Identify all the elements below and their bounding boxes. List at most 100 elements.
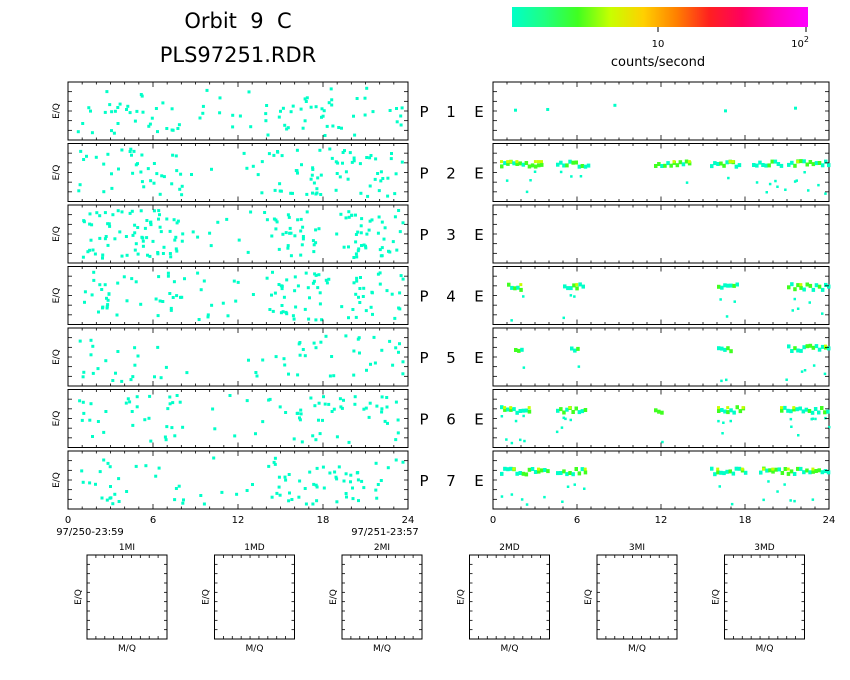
right-band-cell	[518, 471, 522, 475]
left-data-cell	[349, 480, 352, 484]
left-data-cell	[272, 460, 276, 464]
left-data-cell	[96, 420, 100, 423]
left-data-cell	[198, 116, 202, 120]
row-label-e: E	[474, 472, 483, 490]
right-band-cell	[737, 466, 742, 471]
row-label-number: 7	[446, 472, 456, 490]
left-panel-P2: E/Q	[52, 143, 409, 202]
left-data-cell	[385, 405, 389, 409]
left-data-cell	[171, 401, 175, 405]
left-data-cell	[354, 233, 358, 236]
left-data-cell	[90, 223, 94, 227]
left-data-cell	[388, 250, 392, 254]
right-band-cell	[713, 161, 717, 166]
right-scatter-cell	[824, 192, 827, 195]
left-data-cell	[105, 90, 109, 94]
left-data-cell	[335, 172, 339, 175]
title-line-1: Orbit 9 C	[184, 9, 291, 33]
left-data-cell	[169, 306, 173, 310]
right-band-cell	[720, 408, 724, 412]
right-band-cell	[735, 405, 739, 410]
left-data-cell	[312, 341, 316, 345]
right-band-peak-cell	[731, 160, 735, 164]
right-band-cell	[569, 286, 573, 291]
left-panel-frame	[67, 389, 409, 448]
right-band-cell	[572, 283, 576, 288]
row-label-p: P	[419, 103, 428, 121]
right-band-cell	[717, 346, 721, 351]
left-data-cell	[375, 404, 379, 408]
right-band-cell	[562, 469, 566, 474]
left-data-cell	[165, 127, 169, 130]
left-data-cell	[329, 87, 333, 91]
left-data-cell	[314, 438, 318, 442]
left-data-cell	[78, 183, 82, 187]
left-data-cell	[190, 173, 193, 176]
left-data-cell	[268, 308, 272, 311]
left-data-cell	[390, 292, 394, 296]
left-data-cell	[157, 209, 161, 213]
right-band-cell	[509, 466, 513, 471]
right-scatter-cell	[808, 301, 811, 304]
right-band-cell	[787, 344, 791, 349]
left-panel-P7: E/Q	[52, 450, 409, 510]
left-data-cell	[128, 211, 132, 215]
left-data-cell	[79, 149, 83, 153]
right-band-peak-cell	[811, 467, 815, 471]
right-band-cell	[817, 468, 821, 473]
left-data-cell	[323, 134, 327, 137]
mass-ylabel: E/Q	[584, 589, 594, 605]
left-data-cell	[314, 318, 318, 322]
mass-ylabel: E/Q	[329, 589, 339, 605]
left-data-cell	[129, 147, 133, 151]
left-data-cell	[401, 277, 405, 281]
left-data-cell	[301, 235, 305, 238]
left-data-cell	[290, 498, 294, 501]
right-band-cell	[675, 163, 680, 168]
left-xtick-label: 18	[317, 515, 330, 526]
left-data-cell	[166, 407, 170, 411]
left-data-cell	[139, 302, 143, 306]
right-band-cell	[563, 284, 567, 289]
left-data-cell	[380, 410, 384, 414]
right-band-cell	[556, 408, 560, 413]
left-data-cell	[369, 305, 373, 309]
left-data-cell	[93, 252, 97, 256]
right-scatter-cell	[522, 366, 526, 369]
right-band-cell	[735, 282, 739, 287]
left-data-cell	[78, 339, 82, 343]
right-scatter-cell	[828, 425, 831, 429]
title-line-2: PLS97251.RDR	[160, 43, 317, 67]
left-data-cell	[133, 223, 137, 227]
left-data-cell	[352, 349, 356, 353]
right-band-cell	[559, 160, 563, 165]
right-band-cell	[537, 163, 541, 168]
left-data-cell	[139, 170, 143, 174]
left-data-cell	[357, 336, 361, 340]
right-band-cell	[814, 469, 818, 473]
left-data-cell	[191, 230, 195, 234]
left-data-cell	[169, 255, 173, 259]
left-data-cell	[304, 100, 308, 103]
left-panel-frame	[67, 327, 409, 387]
left-data-cell	[321, 465, 325, 469]
left-data-cell	[358, 351, 361, 355]
left-data-cell	[126, 104, 130, 108]
left-data-cell	[185, 371, 189, 375]
left-data-cell	[159, 376, 163, 380]
left-data-cell	[398, 230, 402, 234]
right-band-cell	[777, 467, 781, 472]
left-data-cell	[355, 471, 359, 475]
left-data-cell	[101, 253, 105, 257]
left-data-cell	[156, 130, 159, 134]
left-data-cell	[401, 460, 405, 464]
right-band-cell	[808, 343, 813, 348]
left-data-cell	[356, 230, 360, 234]
left-data-cell	[251, 293, 255, 296]
left-data-cell	[161, 252, 165, 255]
left-data-cell	[134, 464, 138, 468]
right-scatter-cell	[793, 180, 797, 183]
left-data-cell	[210, 303, 214, 307]
right-scatter-cell	[791, 309, 794, 312]
row-label-number: 4	[446, 288, 456, 306]
